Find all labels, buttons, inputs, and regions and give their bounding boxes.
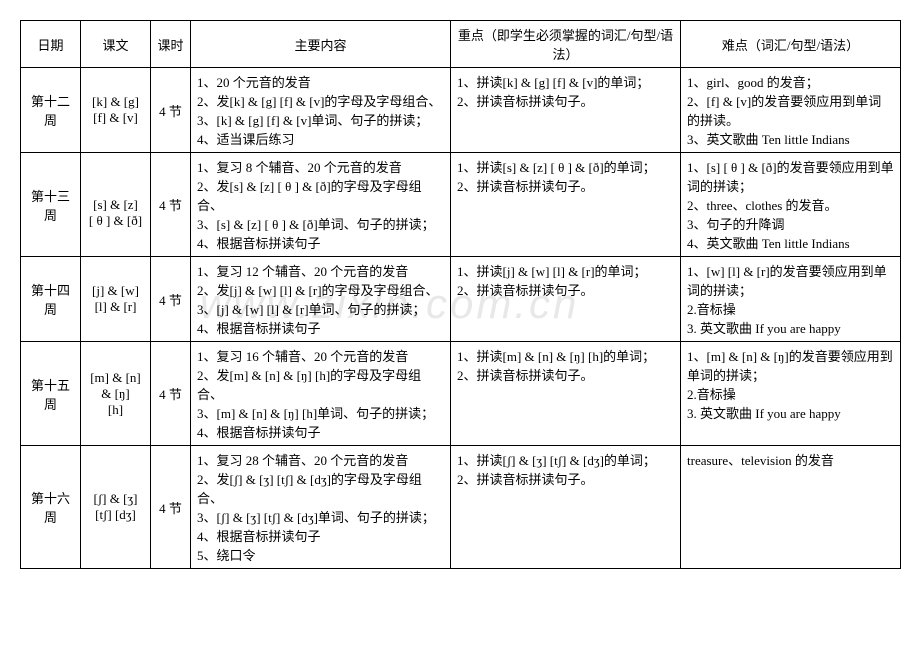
cell-period: 4 节 bbox=[151, 342, 191, 446]
cell-date: 第十五周 bbox=[21, 342, 81, 446]
cell-focus: 1、拼读[s] & [z] [ θ ] & [ð]的单词；2、拼读音标拼读句子。 bbox=[451, 153, 681, 257]
cell-focus: 1、拼读[j] & [w] [l] & [r]的单词；2、拼读音标拼读句子。 bbox=[451, 257, 681, 342]
cell-period: 4 节 bbox=[151, 257, 191, 342]
header-text: 课文 bbox=[81, 21, 151, 68]
table-container: 日期 课文 课时 主要内容 重点（即学生必须掌握的词汇/句型/语法） 难点（词汇… bbox=[20, 20, 900, 569]
cell-text: [s] & [z][ θ ] & [ð] bbox=[81, 153, 151, 257]
cell-text: [m] & [n]& [ŋ][h] bbox=[81, 342, 151, 446]
cell-date: 第十三周 bbox=[21, 153, 81, 257]
table-body: 第十二周 [k] & [g][f] & [v] 4 节 1、20 个元音的发音2… bbox=[21, 68, 901, 569]
cell-difficulty: 1、[s] [ θ ] & [ð]的发音要领应用到单词的拼读；2、three、c… bbox=[681, 153, 901, 257]
cell-difficulty: 1、[w] [l] & [r]的发音要领应用到单词的拼读；2.音标操3. 英文歌… bbox=[681, 257, 901, 342]
cell-date: 第十六周 bbox=[21, 446, 81, 569]
cell-text: [k] & [g][f] & [v] bbox=[81, 68, 151, 153]
cell-period: 4 节 bbox=[151, 68, 191, 153]
table-row: 第十四周 [j] & [w][l] & [r] 4 节 1、复习 12 个辅音、… bbox=[21, 257, 901, 342]
header-date: 日期 bbox=[21, 21, 81, 68]
cell-main: 1、复习 8 个辅音、20 个元音的发音2、发[s] & [z] [ θ ] &… bbox=[191, 153, 451, 257]
cell-difficulty: 1、[m] & [n] & [ŋ]的发音要领应用到单词的拼读；2.音标操3. 英… bbox=[681, 342, 901, 446]
header-difficulty: 难点（词汇/句型/语法） bbox=[681, 21, 901, 68]
cell-focus: 1、拼读[m] & [n] & [ŋ] [h]的单词；2、拼读音标拼读句子。 bbox=[451, 342, 681, 446]
cell-main: 1、复习 12 个辅音、20 个元音的发音2、发[j] & [w] [l] & … bbox=[191, 257, 451, 342]
cell-text: [ʃ] & [ʒ][tʃ] [dʒ] bbox=[81, 446, 151, 569]
table-row: 第十五周 [m] & [n]& [ŋ][h] 4 节 1、复习 16 个辅音、2… bbox=[21, 342, 901, 446]
cell-main: 1、20 个元音的发音2、发[k] & [g] [f] & [v]的字母及字母组… bbox=[191, 68, 451, 153]
cell-difficulty: 1、girl、good 的发音；2、[f] & [v]的发音要领应用到单词的拼读… bbox=[681, 68, 901, 153]
cell-main: 1、复习 16 个辅音、20 个元音的发音2、发[m] & [n] & [ŋ] … bbox=[191, 342, 451, 446]
cell-text: [j] & [w][l] & [r] bbox=[81, 257, 151, 342]
cell-focus: 1、拼读[k] & [g] [f] & [v]的单词；2、拼读音标拼读句子。 bbox=[451, 68, 681, 153]
cell-focus: 1、拼读[ʃ] & [ʒ] [tʃ] & [dʒ]的单词；2、拼读音标拼读句子。 bbox=[451, 446, 681, 569]
header-focus: 重点（即学生必须掌握的词汇/句型/语法） bbox=[451, 21, 681, 68]
cell-period: 4 节 bbox=[151, 153, 191, 257]
table-row: 第十二周 [k] & [g][f] & [v] 4 节 1、20 个元音的发音2… bbox=[21, 68, 901, 153]
cell-date: 第十四周 bbox=[21, 257, 81, 342]
cell-date: 第十二周 bbox=[21, 68, 81, 153]
header-main: 主要内容 bbox=[191, 21, 451, 68]
schedule-table: 日期 课文 课时 主要内容 重点（即学生必须掌握的词汇/句型/语法） 难点（词汇… bbox=[20, 20, 901, 569]
cell-main: 1、复习 28 个辅音、20 个元音的发音2、发[ʃ] & [ʒ] [tʃ] &… bbox=[191, 446, 451, 569]
cell-period: 4 节 bbox=[151, 446, 191, 569]
header-period: 课时 bbox=[151, 21, 191, 68]
table-row: 第十六周 [ʃ] & [ʒ][tʃ] [dʒ] 4 节 1、复习 28 个辅音、… bbox=[21, 446, 901, 569]
cell-difficulty: treasure、television 的发音 bbox=[681, 446, 901, 569]
table-row: 第十三周 [s] & [z][ θ ] & [ð] 4 节 1、复习 8 个辅音… bbox=[21, 153, 901, 257]
header-row: 日期 课文 课时 主要内容 重点（即学生必须掌握的词汇/句型/语法） 难点（词汇… bbox=[21, 21, 901, 68]
